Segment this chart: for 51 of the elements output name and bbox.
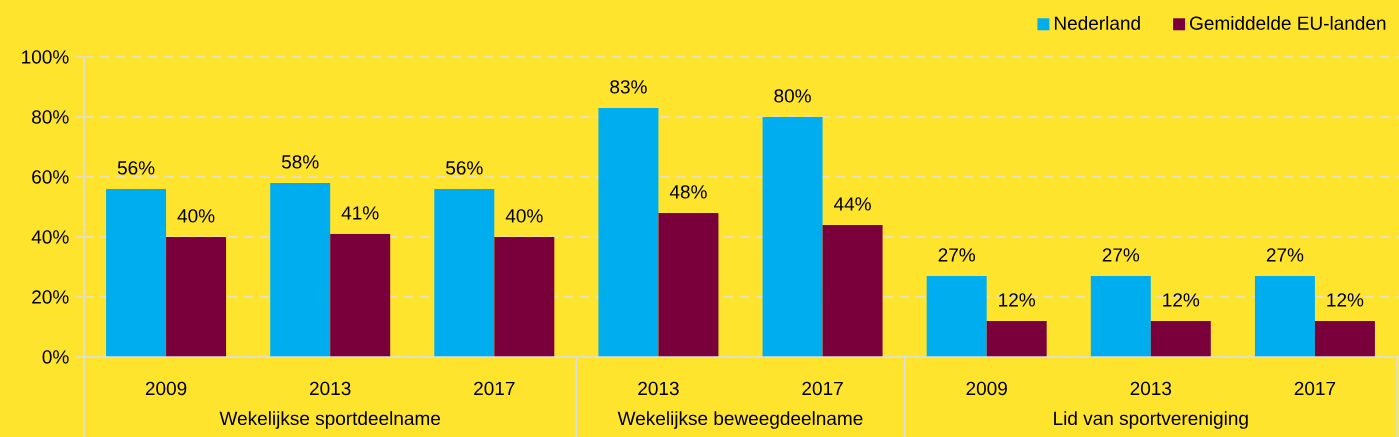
bar: [494, 236, 555, 357]
data-label: 83%: [610, 80, 647, 94]
data-label: 40%: [177, 209, 215, 223]
bar: [1314, 320, 1375, 357]
data-label: 12%: [999, 293, 1036, 307]
x-tick-label: 2013: [310, 381, 351, 396]
x-tick-label: 2009: [145, 381, 187, 396]
bar: [270, 182, 331, 357]
x-tick-label: 2017: [1294, 381, 1336, 396]
x-tick-label: 2013: [638, 381, 679, 396]
bar: [986, 320, 1047, 357]
data-label: 41%: [341, 206, 379, 220]
y-tick-label: 100%: [22, 50, 69, 64]
text: Lid van sportvereniging: [1054, 411, 1248, 429]
bar: [330, 233, 391, 357]
data-label: 40%: [505, 209, 543, 223]
bar: [1254, 275, 1315, 357]
data-label: 56%: [117, 161, 155, 175]
y-tick-label: 20%: [32, 290, 69, 304]
bar: [822, 224, 883, 357]
data-label: 12%: [1327, 293, 1364, 307]
y-tick-label: 60%: [32, 170, 69, 184]
bar: [434, 188, 495, 357]
bar: [658, 212, 719, 357]
bar: [926, 275, 987, 357]
data-label: 27%: [1266, 248, 1304, 262]
legend-label: Nederland: [1054, 15, 1140, 30]
bar: [166, 236, 227, 357]
text: Wekelijkse beweegdeelname: [617, 411, 863, 429]
y-tick-label: 80%: [32, 110, 69, 124]
x-tick-label: 2017: [474, 381, 515, 396]
data-label: 12%: [1163, 293, 1200, 307]
data-label: 80%: [774, 89, 811, 103]
y-tick-label: 40%: [31, 230, 69, 244]
x-tick-label: 2009: [966, 381, 1007, 396]
data-label: 27%: [1102, 248, 1140, 262]
data-label: 56%: [446, 161, 483, 175]
y-tick-label: 0%: [42, 350, 69, 364]
text: Wekelijkse sportdeelname: [219, 411, 441, 429]
bar: [106, 188, 167, 357]
bar: [1150, 320, 1211, 357]
data-label: 44%: [833, 197, 871, 211]
data-label: 48%: [669, 185, 707, 199]
data-label: 27%: [938, 248, 976, 262]
bar: [1090, 275, 1151, 357]
legend-label: Gemiddelde EU-landen: [1190, 15, 1386, 30]
bar: [598, 107, 659, 357]
bar: [762, 116, 823, 357]
data-label: 58%: [281, 155, 319, 169]
x-tick-label: 2013: [1130, 381, 1172, 396]
x-tick-label: 2017: [802, 381, 843, 396]
